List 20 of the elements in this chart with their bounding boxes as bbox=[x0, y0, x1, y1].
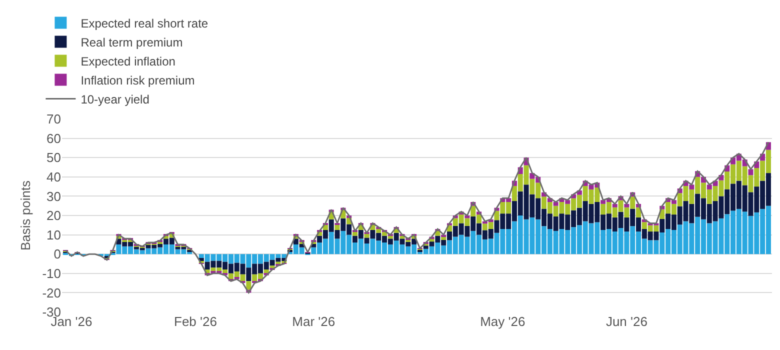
legend-label: 10-year yield bbox=[80, 92, 150, 106]
y-tick-label: 40 bbox=[46, 169, 61, 184]
x-tick-label: Feb '26 bbox=[174, 314, 217, 329]
x-tick-label: Mar '26 bbox=[292, 314, 336, 329]
y-tick-label: 10 bbox=[46, 227, 61, 242]
legend-label: Real term premium bbox=[80, 35, 183, 50]
y-tick-label: 50 bbox=[46, 150, 61, 166]
legend-label: Expected inflation bbox=[80, 54, 176, 68]
y-tick-label: 0 bbox=[54, 246, 61, 262]
x-tick-label: Jun '26 bbox=[606, 314, 648, 329]
y-tick-label: -10 bbox=[42, 266, 61, 281]
y-tick-label: 60 bbox=[46, 130, 61, 146]
y-tick-label: 30 bbox=[46, 188, 61, 204]
legend-label: Inflation risk premium bbox=[80, 73, 195, 88]
y-tick-label: 20 bbox=[46, 208, 61, 224]
legend-label: Expected real short rate bbox=[80, 16, 208, 30]
y-tick-label: -20 bbox=[42, 285, 61, 300]
y-axis-title: Basis points bbox=[18, 180, 34, 251]
y-tick-label: 70 bbox=[46, 112, 61, 127]
x-tick-label: May '26 bbox=[480, 314, 526, 329]
